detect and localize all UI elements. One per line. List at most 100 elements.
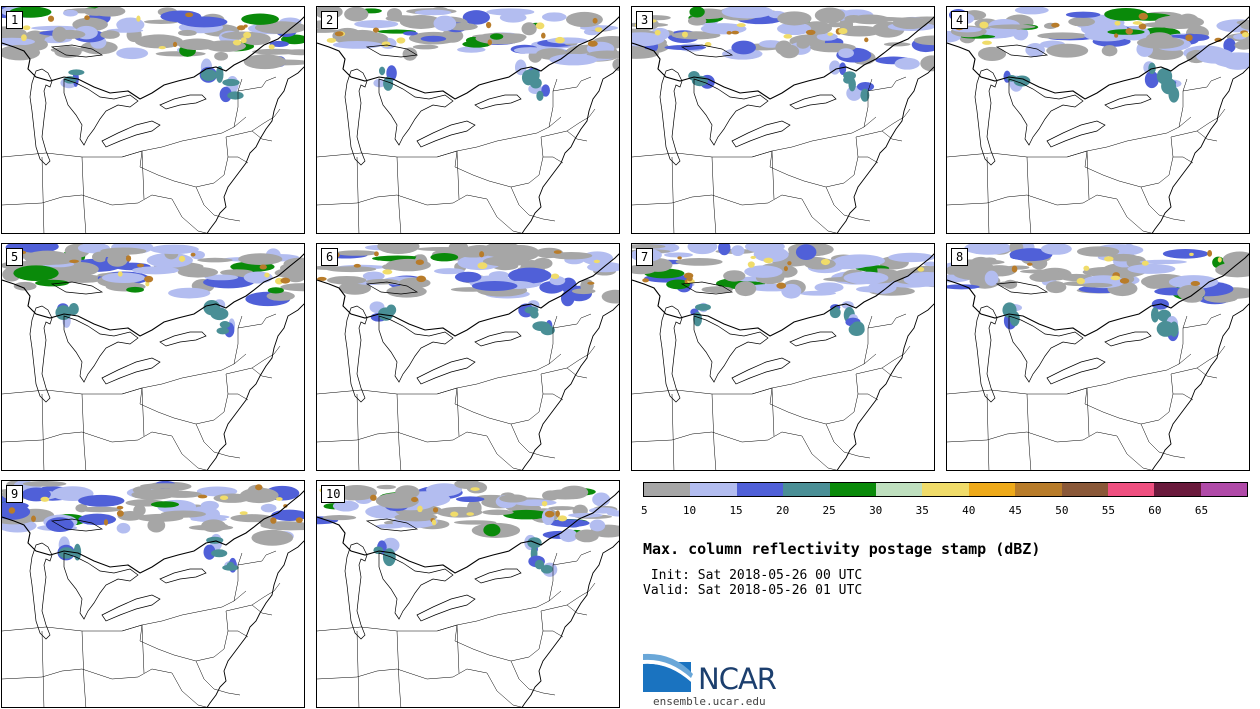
precip-cell [548, 519, 590, 528]
precip-core [22, 25, 31, 31]
state-boundary [863, 315, 873, 365]
precip-cell [222, 78, 240, 87]
precip-cell [126, 286, 144, 293]
state-boundary [801, 198, 838, 233]
precip-cell [200, 500, 219, 511]
precip-cell [227, 91, 244, 100]
precip-cell [549, 53, 598, 66]
state-boundary [855, 345, 911, 375]
state-boundary [2, 116, 247, 158]
state-boundary [566, 604, 588, 616]
colorbar-segment [829, 483, 876, 496]
precip-cell [632, 264, 657, 275]
precip-cell [178, 29, 197, 37]
precip-core [594, 27, 603, 32]
state-boundary [552, 76, 592, 92]
reflectivity-map [317, 244, 619, 470]
colorbar-tick-labels: 5 10 15 20 25 30 35 40 45 50 55 60 65 [641, 504, 1248, 518]
precip-core [677, 256, 682, 260]
precip-core [1141, 260, 1149, 266]
lake-outline [159, 568, 207, 584]
state-boundary [2, 590, 247, 632]
precip-cell [796, 39, 810, 49]
precip-cell [1014, 7, 1049, 15]
precip-cell [177, 38, 217, 51]
precip-core [1114, 33, 1119, 38]
precip-cell [220, 269, 254, 276]
precip-cell [414, 9, 452, 16]
precip-core [47, 15, 55, 22]
state-boundary [711, 156, 717, 233]
precip-cell [107, 253, 128, 267]
colorbar-segment [690, 483, 737, 496]
precip-cell [335, 250, 378, 256]
lake-outline [50, 518, 104, 532]
colorbar-tick-label: 65 [1194, 504, 1209, 517]
precip-cell [471, 281, 518, 291]
state-boundary [436, 624, 458, 632]
precip-cell [1037, 32, 1088, 40]
state-boundary [947, 194, 1118, 206]
precip-cell [888, 252, 934, 263]
precip-cell [838, 48, 854, 58]
precip-cell [226, 561, 235, 569]
precip-cell [344, 7, 369, 22]
precip-cell [251, 529, 294, 546]
lake-outline [789, 331, 837, 347]
colorbar-tick-label: 40 [962, 504, 976, 517]
state-boundary [548, 552, 558, 602]
coastline [206, 540, 304, 707]
precip-cell [826, 22, 846, 28]
precip-cell [386, 304, 397, 316]
precip-core [317, 276, 327, 281]
precip-cell [540, 564, 553, 574]
state-boundary [317, 116, 562, 158]
reflectivity-map [2, 244, 304, 470]
ensemble-member-panel: 2 [316, 6, 620, 234]
border-line [947, 16, 1249, 100]
precip-cell [457, 46, 486, 53]
precip-core [415, 259, 424, 265]
reflectivity-map [317, 7, 619, 233]
precip-core [917, 266, 925, 272]
state-boundary [552, 550, 592, 566]
reflectivity-map [2, 7, 304, 233]
coastline [521, 540, 619, 707]
lake-outline [50, 44, 104, 58]
state-boundary [1182, 76, 1222, 92]
precip-cell [903, 271, 934, 287]
state-boundary [867, 76, 907, 92]
border-line [317, 490, 619, 574]
state-boundary [317, 590, 562, 632]
state-boundary [141, 150, 145, 200]
precip-cell [412, 44, 439, 50]
precip-core [654, 29, 661, 36]
precip-cell [559, 529, 578, 543]
state-boundary [1116, 435, 1153, 470]
precip-cell [149, 244, 199, 255]
precip-core [750, 255, 757, 259]
precip-cell [134, 34, 183, 49]
precip-cell [586, 50, 619, 59]
border-line [2, 253, 304, 337]
plot-title: Max. column reflectivity postage stamp (… [643, 540, 1041, 558]
precip-cell [568, 512, 603, 518]
precip-core [275, 497, 283, 501]
colorbar-tick-label: 55 [1101, 504, 1115, 517]
precip-core [21, 34, 27, 42]
precip-cell [848, 77, 856, 92]
precip-cell [1215, 262, 1249, 278]
precip-cell [499, 494, 528, 503]
precip-cell [860, 88, 870, 102]
precip-cell [502, 509, 550, 520]
precip-cell [1009, 248, 1053, 262]
state-boundary [566, 130, 588, 142]
precip-cell [219, 321, 231, 329]
ensemble-member-panel: 9 [1, 480, 305, 708]
lake-outline [101, 120, 161, 148]
precip-cell [777, 11, 812, 26]
precip-core [642, 278, 649, 283]
precip-cell [214, 51, 229, 61]
precip-core [270, 517, 277, 524]
precip-cell [190, 250, 205, 260]
